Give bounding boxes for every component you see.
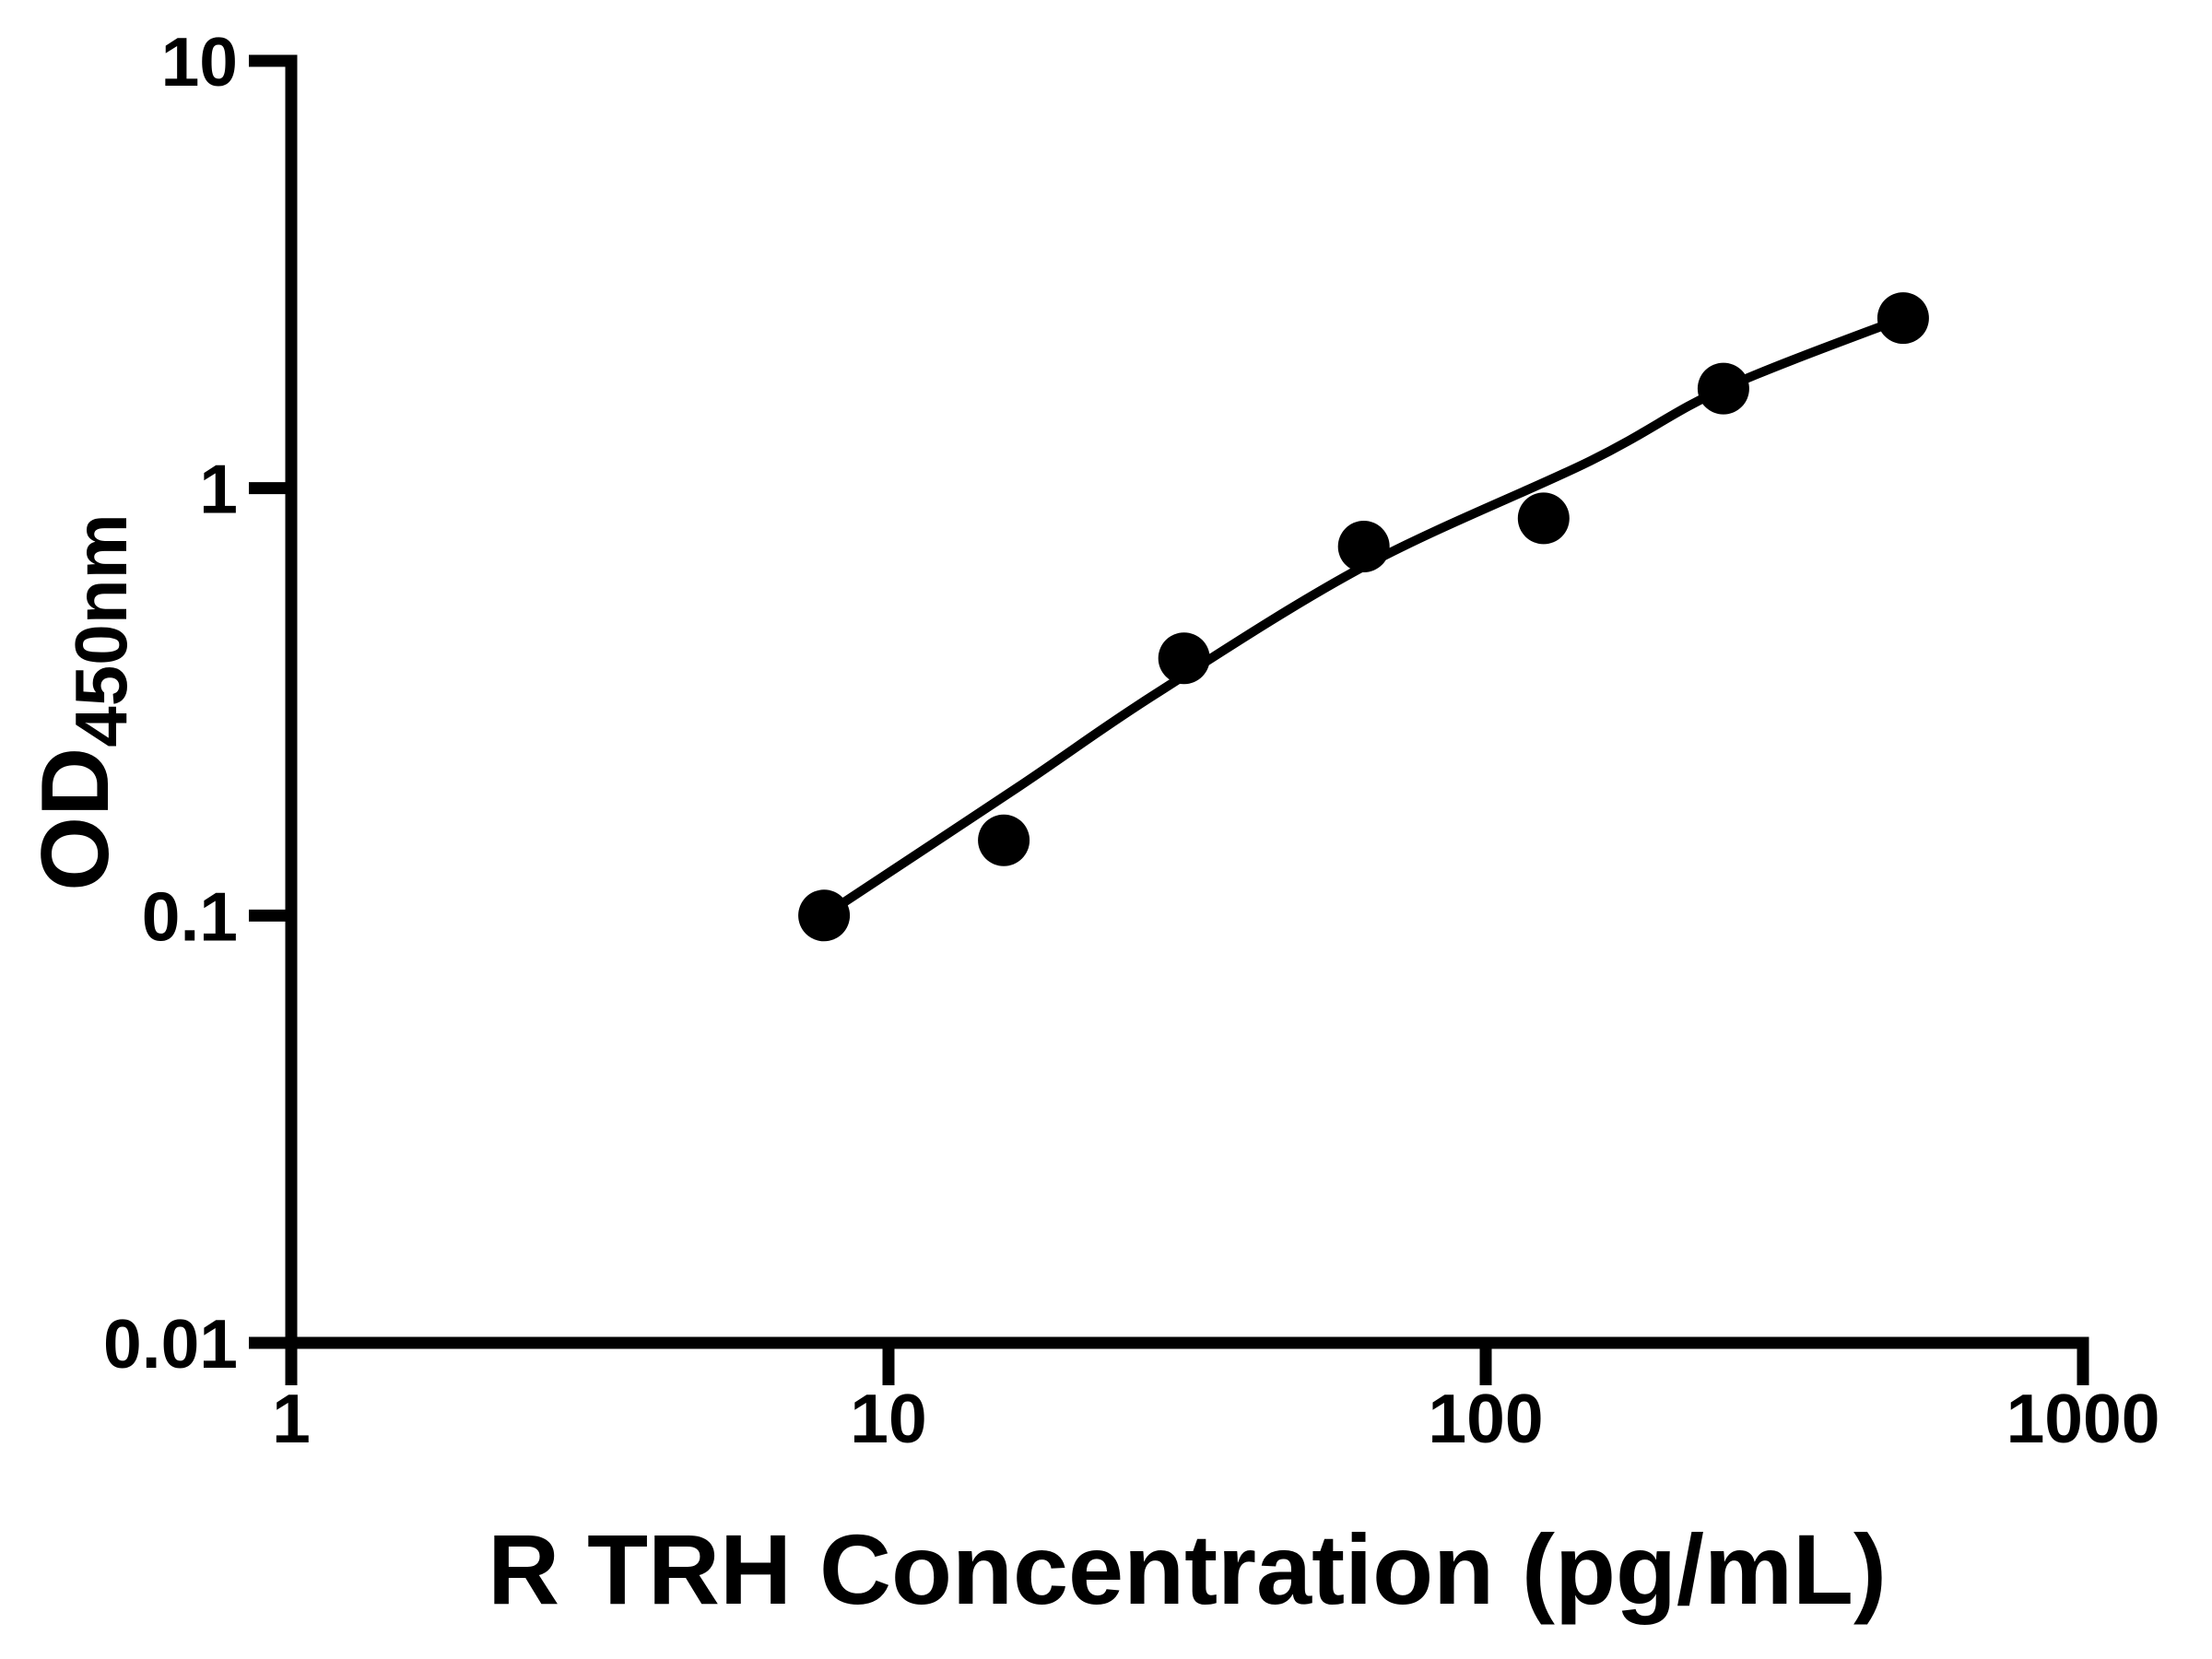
y-axis-title: OD450nm	[22, 513, 142, 890]
x-tick-label: 1	[272, 1380, 311, 1457]
y-axis-title-subscript: 450nm	[60, 513, 142, 747]
x-axis-title: R TRH Concentration (pg/mL)	[488, 1513, 1887, 1625]
x-tick-label: 100	[1428, 1380, 1543, 1457]
data-point-marker	[1517, 492, 1570, 545]
data-point-marker	[1337, 521, 1390, 572]
y-tick-label: 0.1	[142, 877, 238, 955]
y-axis-title-main: OD	[22, 747, 129, 891]
data-point-marker	[1697, 362, 1749, 415]
data-point-marker	[798, 889, 851, 942]
x-tick-label: 1000	[2006, 1380, 2160, 1457]
data-point-marker	[1877, 292, 1929, 345]
x-tick-label: 10	[850, 1380, 926, 1457]
data-point-marker	[1158, 632, 1210, 685]
data-point-marker	[978, 814, 1030, 866]
y-tick-label: 0.01	[103, 1305, 238, 1382]
y-tick-label: 10	[161, 23, 238, 100]
y-tick-label: 1	[199, 451, 238, 528]
